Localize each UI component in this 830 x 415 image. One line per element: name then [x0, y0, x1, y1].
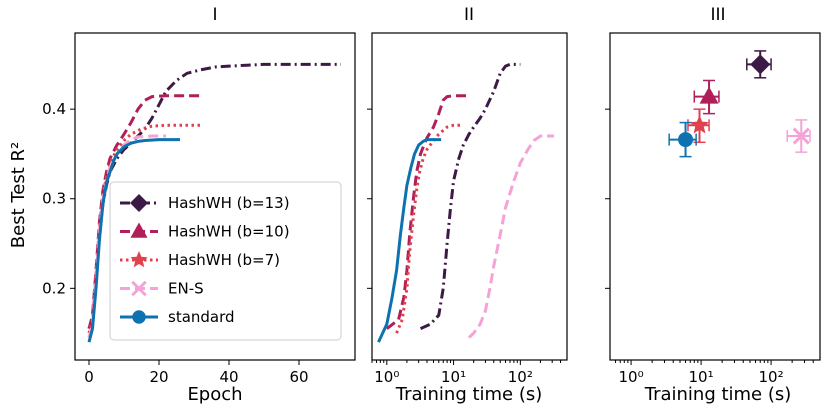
series-line-hashwh-b-10 — [385, 94, 471, 330]
x-tick-label: 60 — [289, 368, 308, 386]
panel-title-III: III — [710, 5, 725, 25]
legend: HashWH (b=13) HashWH (b=10) HashWH (b=7) EN… — [109, 181, 342, 341]
legend-marker-star-icon — [130, 251, 148, 268]
x-tick-label: 40 — [219, 368, 238, 386]
axis-ticks-III: 10⁰ 10¹ 10² — [605, 108, 814, 386]
legend-marker-diamond-icon — [130, 194, 148, 212]
axis-ticks-I: 0.2 0.3 0.4 0 20 40 60 — [42, 100, 308, 386]
plot-frame-III — [609, 32, 821, 361]
panel-scatter: III Training time (s) 10⁰ 10¹ 10² — [605, 5, 821, 405]
x-tick-label: 10¹ — [441, 368, 466, 386]
legend-marker-triangle-icon — [130, 222, 148, 238]
legend-marker-circle-icon — [132, 310, 146, 324]
legend-label: HashWH (b=13) — [168, 194, 290, 212]
y-tick-label: 0.2 — [42, 279, 66, 297]
x-tick-label: 10² — [508, 368, 533, 386]
axis-ticks-II: 10⁰ 10¹ 10² — [367, 108, 562, 386]
series-line-standard — [87, 138, 180, 343]
panel-title-II: II — [464, 5, 474, 25]
legend-label: HashWH (b=10) — [168, 223, 290, 241]
y-tick-label: 0.3 — [42, 190, 66, 208]
x-tick-label: 20 — [149, 368, 168, 386]
panel-title-I: I — [212, 5, 217, 25]
legend-box — [109, 181, 342, 341]
x-tick-label: 0 — [84, 368, 94, 386]
x-axis-label-time-III: Training time (s) — [644, 384, 792, 405]
legend-label: HashWH (b=7) — [168, 251, 280, 269]
legend-item-en-s: EN-S — [120, 280, 204, 298]
series-line-standard — [377, 138, 442, 343]
series-line-hashwh-b-7 — [87, 123, 201, 334]
legend-label: EN-S — [168, 280, 204, 298]
scatter-point-en-s — [792, 127, 810, 145]
series-lines-I — [87, 62, 341, 343]
plot-frame-II — [371, 32, 568, 361]
x-tick-label: 10⁰ — [374, 368, 399, 386]
scatter-point-hashwh-b-7 — [690, 115, 710, 134]
panel-epoch: I Epoch Best Test R² 0.2 0.3 0.4 0 20 40 60 Ha… — [8, 5, 356, 405]
series-line-hashwh-b-13 — [419, 62, 521, 331]
legend-item-hashwh-b-10: HashWH (b=10) — [120, 222, 290, 241]
series-line-en-s — [467, 134, 555, 339]
legend-marker-cross-icon — [131, 280, 147, 297]
panel-training-time: II Training time (s) 10⁰ 10¹ 10² — [367, 5, 568, 405]
scatter-point-standard — [678, 132, 694, 148]
scatter-point-hashwh-b-10 — [699, 86, 719, 104]
legend-label: standard — [168, 308, 235, 326]
scatter-point-hashwh-b-13 — [750, 54, 771, 75]
scatter-points-III — [668, 50, 811, 158]
legend-item-hashwh-b-7: HashWH (b=7) — [120, 251, 280, 269]
y-axis-label: Best Test R² — [8, 142, 29, 248]
legend-item-hashwh-b-13: HashWH (b=13) — [120, 194, 290, 212]
plot-frame-I — [74, 32, 356, 361]
x-axis-label-epoch: Epoch — [187, 384, 242, 405]
x-tick-label: 10¹ — [689, 368, 714, 386]
y-tick-label: 0.4 — [42, 100, 66, 118]
series-line-hashwh-b-7 — [395, 123, 464, 334]
legend-item-standard: standard — [120, 308, 235, 326]
x-tick-label: 10² — [759, 368, 784, 386]
x-tick-label: 10⁰ — [619, 368, 644, 386]
x-axis-label-time-II: Training time (s) — [395, 384, 543, 405]
series-lines-II — [377, 62, 555, 343]
